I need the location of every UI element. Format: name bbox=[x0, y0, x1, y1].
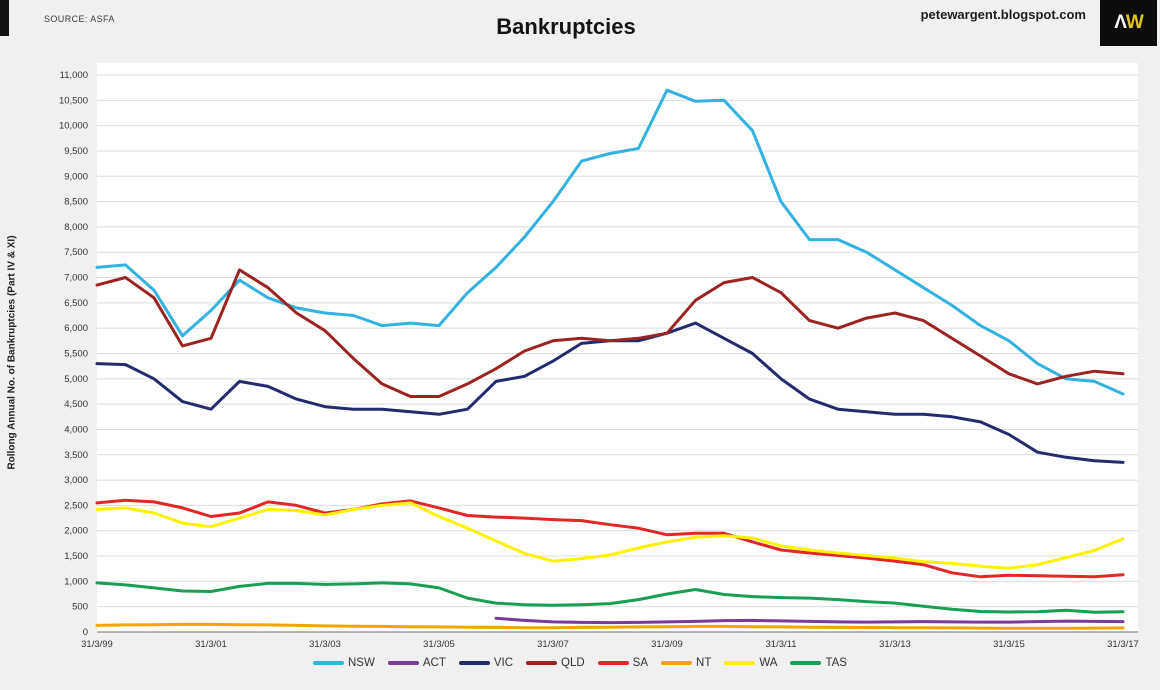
y-tick-label: 6,500 bbox=[64, 298, 88, 309]
y-tick-label: 5,500 bbox=[64, 349, 88, 360]
legend-swatch-vic bbox=[458, 661, 490, 665]
y-tick-label: 7,500 bbox=[64, 247, 88, 258]
legend-label: NT bbox=[696, 657, 712, 669]
y-tick-label: 500 bbox=[72, 602, 88, 613]
x-tick-label: 31/3/01 bbox=[195, 639, 227, 650]
y-tick-label: 8,500 bbox=[64, 197, 88, 208]
y-tick-label: 9,500 bbox=[64, 146, 88, 157]
legend-item-wa: WA bbox=[724, 657, 777, 669]
y-tick-label: 2,500 bbox=[64, 500, 88, 511]
source-label: SOURCE: ASFA bbox=[44, 14, 115, 24]
y-tick-label: 9,000 bbox=[64, 171, 88, 182]
legend-swatch-act bbox=[387, 661, 419, 665]
corner-accent-bar bbox=[0, 0, 9, 36]
legend-item-sa: SA bbox=[597, 657, 649, 669]
legend-item-qld: QLD bbox=[526, 657, 585, 669]
x-tick-label: 31/3/11 bbox=[766, 639, 797, 650]
legend-item-nt: NT bbox=[661, 657, 711, 669]
x-tick-label: 31/3/13 bbox=[879, 639, 911, 650]
y-tick-label: 6,000 bbox=[64, 323, 88, 334]
series-line-wa bbox=[95, 501, 1125, 570]
legend-swatch-nsw bbox=[313, 661, 344, 665]
legend-swatch-wa bbox=[724, 661, 756, 665]
legend-label: ACT bbox=[422, 657, 446, 669]
y-tick-label: 4,000 bbox=[64, 424, 88, 435]
y-tick-label: 1,500 bbox=[64, 551, 88, 562]
series-line-nsw bbox=[95, 88, 1125, 396]
y-tick-label: 2,000 bbox=[64, 526, 88, 537]
series-line-nt bbox=[95, 622, 1125, 630]
x-tick-label: 31/3/15 bbox=[993, 639, 1025, 650]
x-tick-label: 31/3/17 bbox=[1107, 639, 1139, 650]
x-tick-label: 31/3/07 bbox=[537, 639, 569, 650]
logo-letter-a: Λ bbox=[1114, 12, 1127, 33]
y-tick-label: 10,500 bbox=[59, 95, 88, 106]
series-line-tas bbox=[95, 581, 1125, 614]
legend-label: VIC bbox=[493, 657, 514, 669]
series-line-act bbox=[494, 616, 1125, 625]
site-url-label: petewargent.blogspot.com bbox=[920, 7, 1086, 22]
page-title: Bankruptcies bbox=[496, 14, 636, 39]
y-tick-label: 0 bbox=[83, 627, 88, 638]
x-tick-label: 31/3/05 bbox=[423, 639, 455, 650]
y-tick-label: 3,000 bbox=[64, 475, 88, 486]
x-tick-label: 31/3/99 bbox=[81, 639, 113, 650]
x-tick-label: 31/3/09 bbox=[651, 639, 683, 650]
chart-legend: NSW ACT VIC QLD SA NT WA TAS bbox=[0, 657, 1160, 669]
legend-item-vic: VIC bbox=[458, 657, 514, 669]
legend-swatch-qld bbox=[526, 661, 558, 665]
legend-item-tas: TAS bbox=[790, 657, 847, 669]
y-tick-label: 11,000 bbox=[60, 70, 88, 81]
y-tick-label: 4,500 bbox=[64, 399, 88, 410]
y-tick-label: 7,000 bbox=[64, 273, 88, 284]
legend-item-act: ACT bbox=[387, 657, 446, 669]
y-tick-label: 10,000 bbox=[59, 121, 88, 132]
legend-label: QLD bbox=[561, 657, 585, 669]
y-tick-label: 1,000 bbox=[64, 576, 88, 587]
x-tick-label: 31/3/03 bbox=[309, 639, 341, 650]
legend-swatch-tas bbox=[790, 661, 822, 665]
legend-label: SA bbox=[632, 657, 649, 669]
series-line-sa bbox=[95, 498, 1125, 579]
legend-swatch-sa bbox=[597, 661, 629, 665]
logo-letter-w: W bbox=[1125, 12, 1144, 33]
legend-swatch-nt bbox=[661, 661, 693, 665]
legend-label: WA bbox=[759, 657, 778, 669]
series-line-qld bbox=[95, 268, 1125, 398]
y-tick-label: 3,500 bbox=[64, 450, 88, 461]
legend-item-nsw: NSW bbox=[313, 657, 375, 669]
legend-label: NSW bbox=[348, 657, 375, 669]
y-tick-label: 5,000 bbox=[64, 374, 88, 385]
y-tick-label: 8,000 bbox=[64, 222, 88, 233]
legend-label: TAS bbox=[825, 657, 847, 669]
plot-area bbox=[97, 63, 1138, 632]
